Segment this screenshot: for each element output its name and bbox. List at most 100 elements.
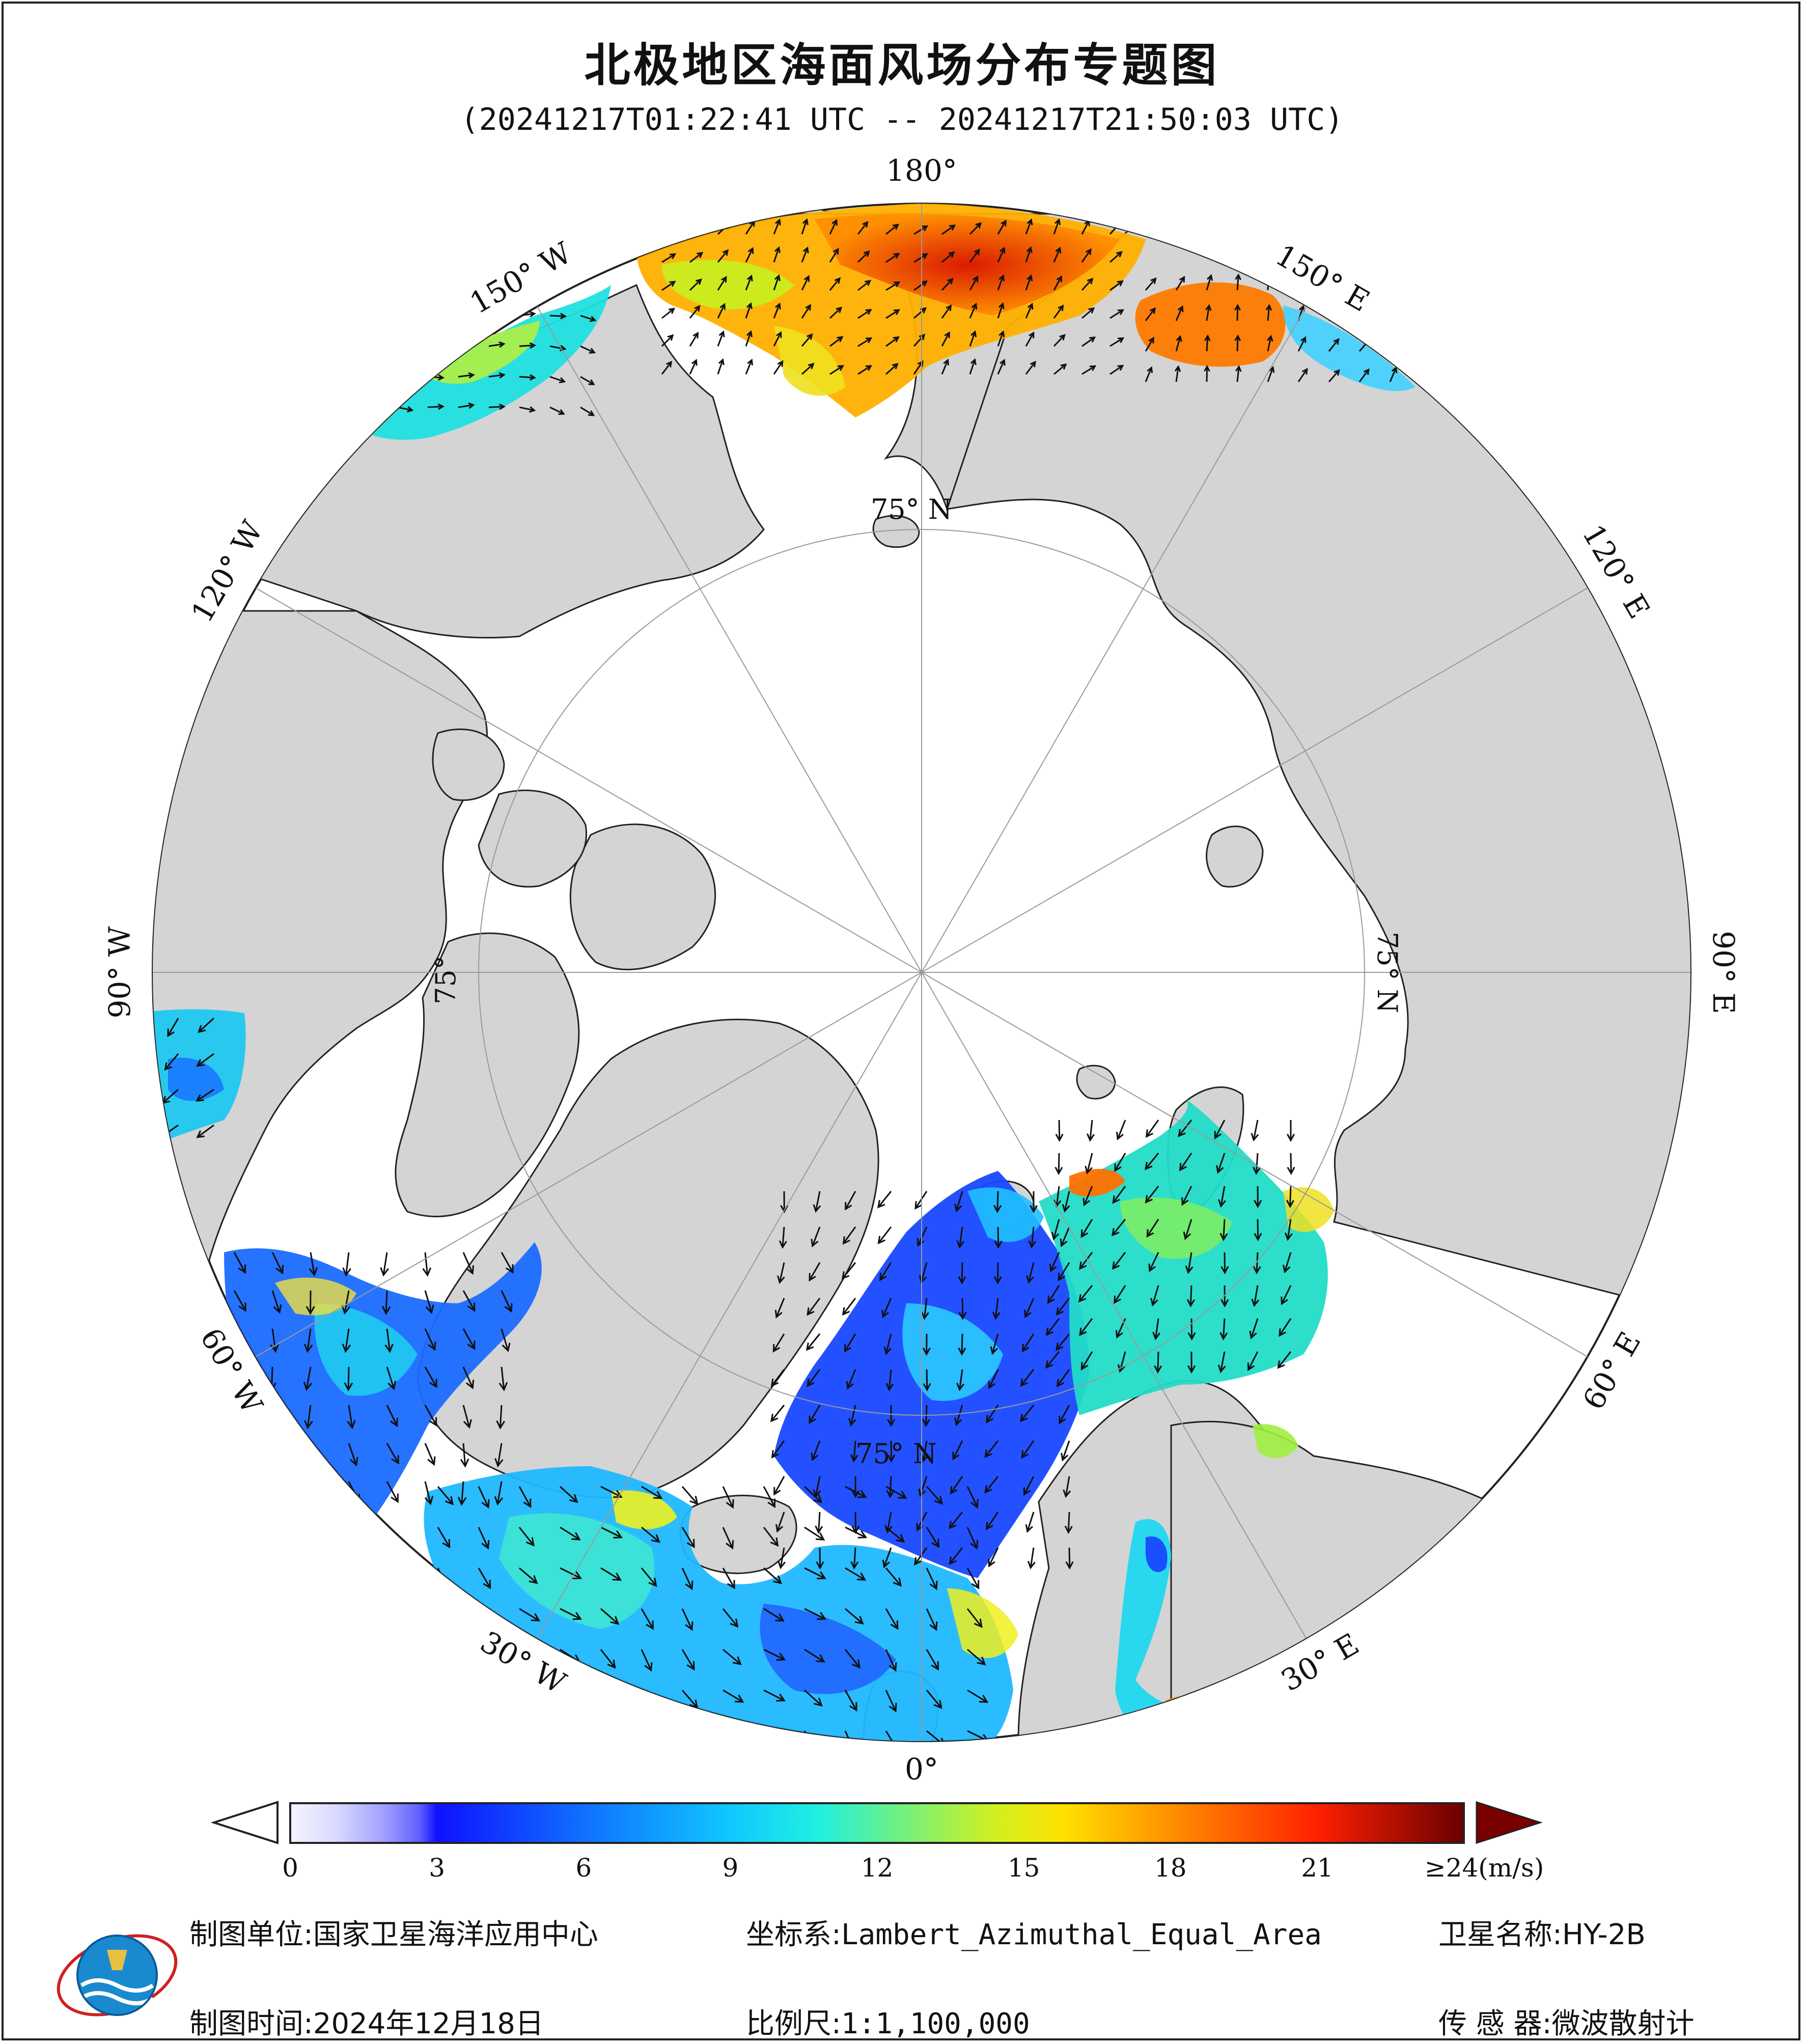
wind-arrow xyxy=(807,1298,821,1316)
wind-patch-white-sea xyxy=(1253,1424,1298,1458)
wind-arrow xyxy=(1080,1219,1093,1238)
wind-arrow xyxy=(844,1333,856,1353)
wind-arrow xyxy=(1145,1153,1159,1170)
wind-arrow xyxy=(1081,336,1096,347)
wind-arrow xyxy=(857,337,873,347)
wind-arrow xyxy=(1087,1119,1095,1142)
wind-arrow xyxy=(501,1252,514,1274)
wind-arrow xyxy=(1061,1440,1070,1462)
wind-arrow xyxy=(969,330,977,347)
satellite-value: HY-2B xyxy=(1562,1918,1646,1951)
wind-arrow xyxy=(661,253,677,263)
wind-arrow xyxy=(914,1547,928,1566)
wind-arrow xyxy=(661,334,674,347)
wind-arrow xyxy=(1267,334,1273,352)
wind-arrow xyxy=(1251,1119,1259,1142)
wind-arrow xyxy=(1053,333,1066,347)
wind-arrow xyxy=(1081,365,1097,375)
wind-arrow xyxy=(886,1405,896,1427)
wind-arrow xyxy=(681,1567,693,1590)
wind-arrow xyxy=(1187,1351,1196,1374)
wind-arrow xyxy=(641,1649,653,1672)
wind-arrow xyxy=(689,331,699,347)
wind-arrow xyxy=(926,1486,943,1505)
wind-arrow xyxy=(885,1567,902,1587)
wind-arrow xyxy=(600,1526,623,1539)
wind-arrow xyxy=(1249,1318,1259,1339)
scale-row: 比例尺:1:1,100,000 xyxy=(746,2001,1030,2042)
wind-arrow xyxy=(427,403,445,410)
wind-arrow xyxy=(813,1191,821,1213)
crs-row: 坐标系:Lambert_Azimuthal_Equal_Area xyxy=(746,1912,1322,1953)
wind-arrow xyxy=(941,304,952,319)
wind-arrow xyxy=(303,1328,313,1353)
wind-arrow xyxy=(196,1053,214,1067)
wind-arrow xyxy=(941,251,955,263)
wind-arrow xyxy=(384,1328,394,1353)
wind-arrow xyxy=(986,1405,999,1423)
wind-arrow xyxy=(1020,1405,1035,1422)
colorbar-extend-high xyxy=(1476,1801,1543,1844)
wind-arrow xyxy=(1051,1219,1060,1241)
wind-arrow xyxy=(422,1252,432,1277)
wind-arrow xyxy=(923,1369,931,1392)
land-canada xyxy=(153,610,488,1325)
wind-arrow xyxy=(1178,1119,1192,1137)
wind-arrow xyxy=(196,1124,214,1138)
wind-arrow xyxy=(773,1476,785,1496)
wind-arrow xyxy=(306,1290,315,1315)
wind-arrow xyxy=(457,1481,467,1506)
wind-arrow xyxy=(941,277,954,291)
wind-arrow xyxy=(488,403,506,410)
wind-arrow xyxy=(1021,1333,1035,1353)
wind-arrow xyxy=(1025,274,1033,291)
wind-arrow xyxy=(949,1547,963,1565)
wind-arrow xyxy=(804,1567,826,1580)
wind-patch-okhotsk xyxy=(1135,282,1286,367)
wind-arrow xyxy=(1234,334,1241,352)
wind-arrow xyxy=(306,1443,315,1468)
sensor-label: 传 感 器: xyxy=(1438,2007,1552,2040)
wind-arrow xyxy=(366,315,381,324)
wind-arrow xyxy=(1064,1511,1073,1534)
wind-arrow xyxy=(1204,334,1211,352)
wind-arrow xyxy=(1145,337,1154,352)
wind-arrow xyxy=(1053,218,1061,235)
maker-value: 国家卫星海洋应用中心 xyxy=(313,1918,598,1951)
wind-arrow xyxy=(1175,335,1182,352)
wind-arrow xyxy=(437,1608,449,1631)
wind-arrow xyxy=(722,1608,739,1628)
wind-arrow xyxy=(1277,1351,1292,1369)
wind-arrow xyxy=(763,1527,779,1547)
wind-arrow xyxy=(841,1262,856,1280)
wind-arrow xyxy=(723,1730,745,1741)
wind-arrow xyxy=(1174,365,1181,382)
meridian-line xyxy=(255,972,922,1357)
wind-arrow xyxy=(921,1298,929,1320)
wind-arrow xyxy=(1389,277,1401,291)
wind-arrow xyxy=(850,1440,858,1463)
wind-arrow xyxy=(958,1333,966,1356)
date-value: 2024年12月18日 xyxy=(313,2007,544,2040)
wind-arrow xyxy=(806,1333,821,1351)
wind-arrow xyxy=(763,1689,786,1702)
wind-arrow xyxy=(233,1290,246,1312)
wind-arrow xyxy=(342,1252,351,1277)
wind-arrow xyxy=(580,406,595,416)
land-franz-josef xyxy=(1076,1065,1116,1100)
colorbar-gradient xyxy=(289,1802,1465,1844)
wind-arrow xyxy=(966,1567,980,1590)
wind-arrow xyxy=(458,402,475,409)
graticule xyxy=(153,204,1690,1741)
colorbar-extend-low xyxy=(210,1801,279,1844)
wind-arrow xyxy=(879,1262,892,1281)
wind-arrow xyxy=(804,1648,825,1663)
wind-arrow xyxy=(801,275,810,291)
wind-arrow xyxy=(494,1481,504,1506)
wind-arrow xyxy=(341,1290,351,1315)
wind-arrow xyxy=(366,345,381,355)
wind-arrow xyxy=(427,315,444,323)
wind-arrow xyxy=(1116,1318,1126,1339)
wind-arrow xyxy=(488,341,506,348)
